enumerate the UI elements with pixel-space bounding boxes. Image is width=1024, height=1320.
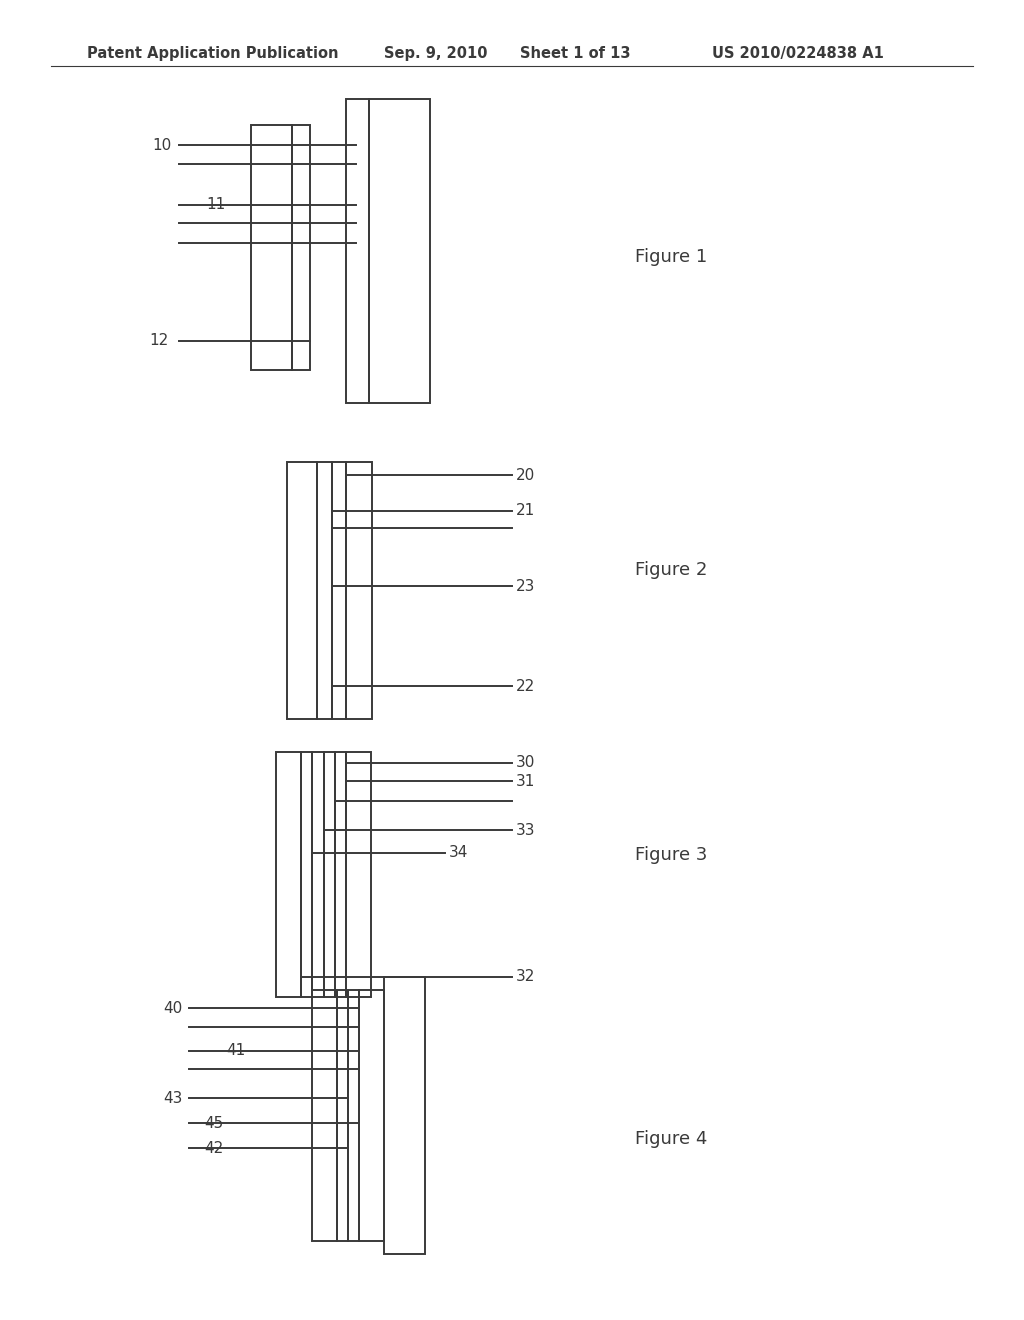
Bar: [312, 990, 337, 1241]
Text: Sep. 9, 2010: Sep. 9, 2010: [384, 46, 487, 61]
Text: 23: 23: [516, 578, 536, 594]
Text: 10: 10: [153, 137, 172, 153]
Text: Patent Application Publication: Patent Application Publication: [87, 46, 339, 61]
Bar: [335, 752, 346, 997]
Bar: [348, 990, 359, 1241]
Text: Figure 3: Figure 3: [635, 846, 708, 865]
Text: 30: 30: [516, 755, 536, 771]
Text: Figure 1: Figure 1: [635, 248, 708, 267]
Text: Figure 4: Figure 4: [635, 1130, 708, 1148]
Text: US 2010/0224838 A1: US 2010/0224838 A1: [712, 46, 884, 61]
Bar: [312, 752, 324, 997]
Bar: [317, 462, 332, 719]
Text: Figure 2: Figure 2: [635, 561, 708, 579]
Text: 34: 34: [449, 845, 468, 861]
Text: Sheet 1 of 13: Sheet 1 of 13: [520, 46, 631, 61]
Bar: [287, 462, 317, 719]
Text: 42: 42: [204, 1140, 223, 1156]
Bar: [369, 99, 430, 403]
Text: 22: 22: [516, 678, 536, 694]
Text: 31: 31: [516, 774, 536, 789]
Bar: [301, 752, 312, 997]
Text: 32: 32: [516, 969, 536, 985]
Bar: [346, 462, 372, 719]
Bar: [384, 977, 425, 1254]
Bar: [359, 990, 384, 1241]
Text: 40: 40: [163, 1001, 182, 1016]
Bar: [251, 125, 292, 370]
Bar: [292, 125, 310, 370]
Bar: [276, 752, 301, 997]
Text: 41: 41: [226, 1043, 246, 1059]
Bar: [332, 462, 346, 719]
Text: 11: 11: [206, 197, 225, 213]
Text: 33: 33: [516, 822, 536, 838]
Bar: [337, 990, 348, 1241]
Bar: [324, 752, 335, 997]
Text: 45: 45: [204, 1115, 223, 1131]
Text: 21: 21: [516, 503, 536, 519]
Text: 20: 20: [516, 467, 536, 483]
Bar: [346, 99, 369, 403]
Bar: [346, 752, 371, 997]
Text: 12: 12: [150, 333, 169, 348]
Text: 43: 43: [163, 1090, 182, 1106]
